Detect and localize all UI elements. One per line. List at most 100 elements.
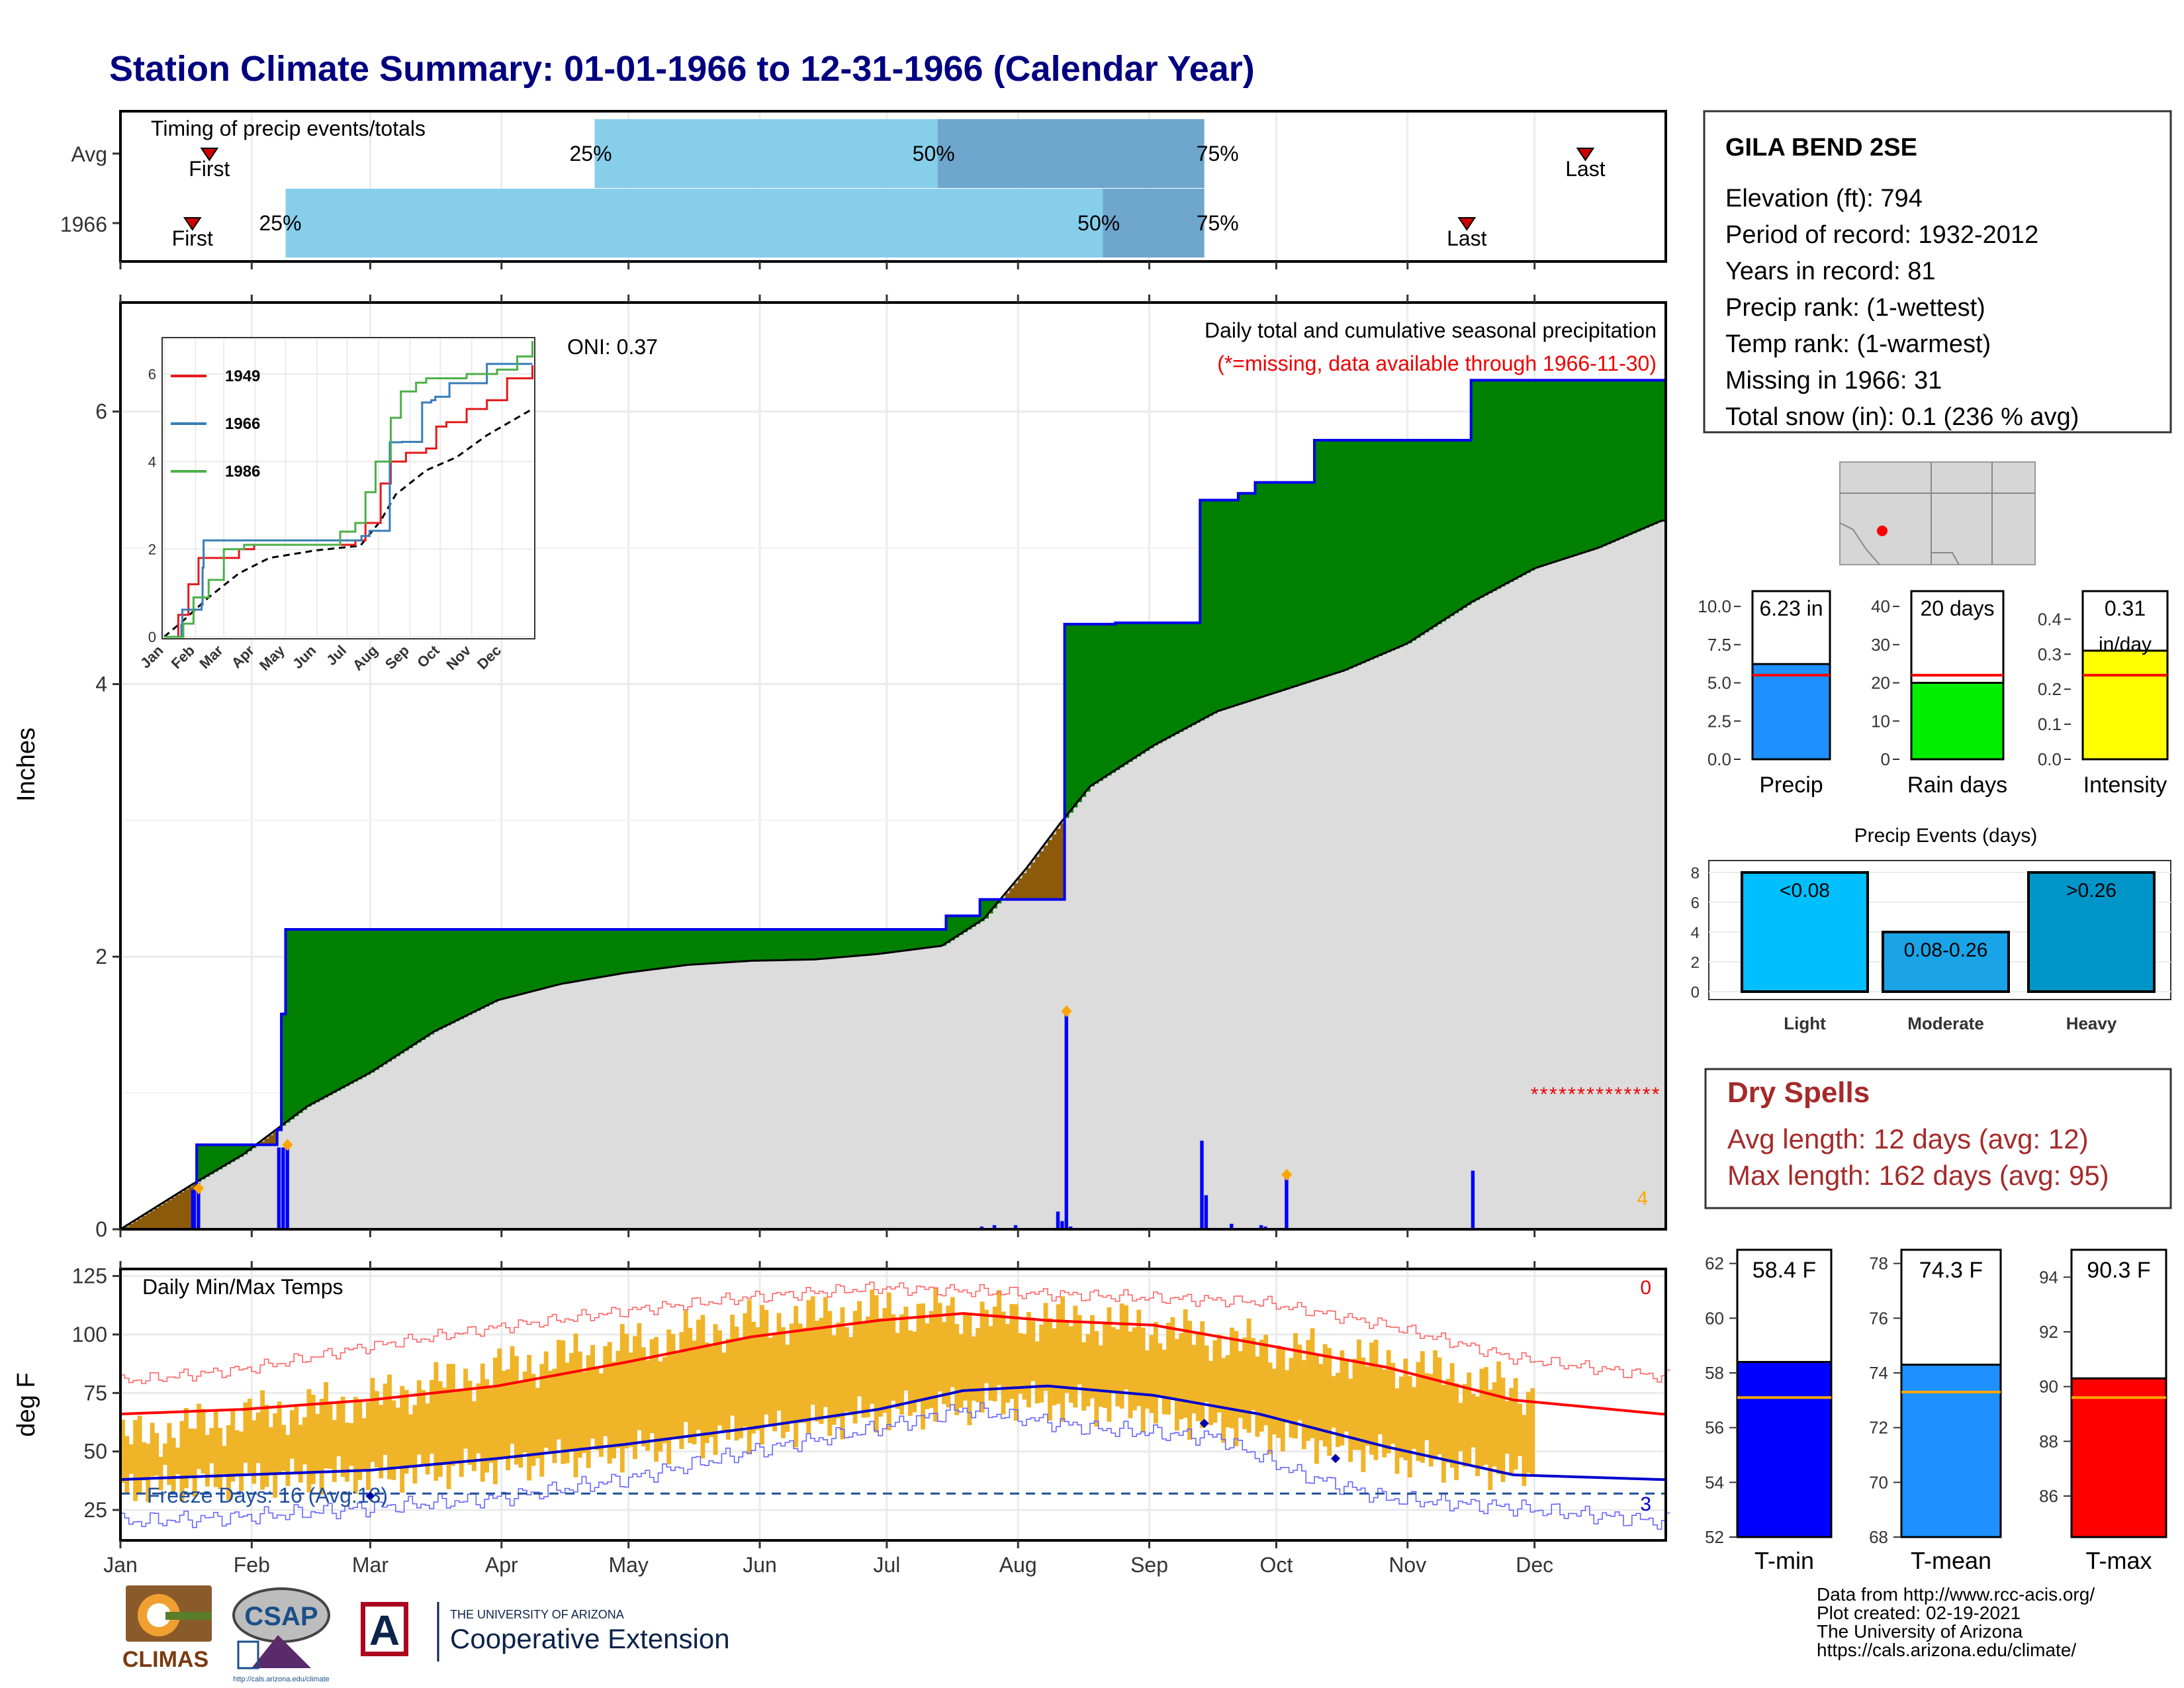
events-bar-label: <0.08 (1780, 880, 1830, 902)
daily-temp-bar (345, 1423, 349, 1482)
above-normal-area (1073, 624, 1078, 808)
daily-temp-bar (942, 1322, 946, 1405)
above-normal-area (840, 929, 845, 958)
above-normal-area (1390, 440, 1396, 651)
above-normal-area (328, 929, 333, 1096)
above-normal-area (679, 929, 684, 966)
above-normal-area (1331, 440, 1336, 675)
above-normal-area (1107, 624, 1112, 776)
credit-line-3: The University of Arizona (1817, 1621, 2023, 1642)
temp-ytick-label: 125 (72, 1264, 107, 1288)
dry-spells-box: Dry Spells Avg length: 12 days (avg: 12)… (1704, 1068, 2172, 1209)
above-normal-area (751, 929, 756, 961)
below-normal-area (273, 1132, 278, 1145)
events-category-label: Moderate (1907, 1013, 1984, 1033)
daily-temp-bar (506, 1369, 511, 1471)
daily-precip-bar (979, 1226, 984, 1229)
daily-temp-bar (230, 1411, 236, 1482)
above-normal-area (1412, 440, 1417, 641)
summary-ytick-label: 0 (1881, 749, 1890, 769)
above-normal-area (387, 929, 392, 1062)
daily-temp-bar (1225, 1355, 1230, 1428)
above-normal-area (222, 1145, 227, 1167)
above-normal-area (1428, 440, 1433, 630)
above-normal-area (1170, 622, 1175, 737)
daily-temp-bar (476, 1383, 481, 1454)
daily-temp-bar (1191, 1344, 1197, 1414)
below-normal-area (154, 1208, 159, 1229)
daily-temp-bar (696, 1319, 701, 1430)
above-normal-area (298, 929, 303, 1113)
above-normal-area (992, 899, 997, 909)
daily-temp-bar (552, 1368, 557, 1464)
above-normal-area (1403, 440, 1408, 645)
above-normal-area (882, 929, 887, 954)
daily-temp-bar (827, 1311, 833, 1436)
above-normal-area (921, 929, 926, 949)
above-normal-area (1522, 380, 1527, 575)
daily-temp-bar (1251, 1338, 1255, 1411)
daily-temp-bar (1242, 1337, 1248, 1429)
above-normal-area (539, 929, 545, 990)
daily-temp-bar (1276, 1345, 1281, 1438)
above-normal-area (823, 929, 828, 959)
inset-legend: 1949 1966 1986 (171, 367, 260, 481)
temp-ytick-label: 100 (72, 1323, 107, 1346)
credit-line-4: https://cals.arizona.edu/climate/ (1817, 1640, 2076, 1660)
daily-temp-bar (937, 1303, 942, 1392)
above-normal-area (430, 929, 434, 1035)
q75-label: 75% (1197, 211, 1239, 235)
above-normal-area (1132, 622, 1137, 759)
below-normal-area (1056, 828, 1061, 900)
inset-xtick-label: Jan (137, 642, 166, 671)
daily-temp-bar (878, 1318, 884, 1417)
daily-temp-bar (1034, 1341, 1040, 1404)
daily-temp-bar (628, 1352, 633, 1447)
last-event-marker (1576, 148, 1595, 162)
daily-temp-bar (167, 1423, 172, 1485)
daily-temp-bar (183, 1408, 189, 1489)
above-normal-area (852, 929, 858, 957)
daily-temp-bar (1340, 1350, 1345, 1446)
above-normal-area (1534, 380, 1539, 569)
above-normal-area (637, 929, 642, 972)
above-normal-area (1496, 380, 1502, 589)
daily-temp-bar (764, 1309, 769, 1415)
station-missing: Missing in 1966: 31 (1725, 367, 1942, 395)
above-normal-area (442, 929, 447, 1028)
daily-temp-bar (565, 1362, 570, 1464)
month-label: Feb (234, 1553, 270, 1577)
above-normal-area (209, 1145, 214, 1174)
month-label: Oct (1260, 1553, 1293, 1577)
above-normal-area (1272, 482, 1277, 694)
above-normal-area (658, 929, 663, 969)
daily-precip-bar (192, 1191, 197, 1229)
summary-ytick-label: 0.4 (2038, 609, 2062, 629)
daily-temp-bar (1158, 1343, 1163, 1395)
above-normal-area (556, 929, 561, 986)
missing-marker: * (1549, 1084, 1557, 1105)
above-normal-area (361, 929, 367, 1078)
above-normal-area (492, 929, 498, 1003)
daily-temp-bar (954, 1324, 960, 1415)
daily-temp-bar (1238, 1351, 1243, 1418)
below-normal-area (1039, 851, 1044, 900)
daily-temp-bar (823, 1297, 828, 1407)
above-normal-area (831, 929, 837, 959)
summary-ytick-label: 10.0 (1698, 596, 1731, 616)
above-normal-area (1289, 482, 1294, 688)
daily-temp-bar (226, 1425, 231, 1501)
above-normal-area (379, 929, 384, 1067)
above-normal-area (1077, 624, 1082, 802)
daily-temp-bar (268, 1427, 273, 1474)
temp-category-label: T-mean (1911, 1547, 1991, 1574)
daily-temp-bar (971, 1336, 976, 1401)
missing-marker: * (1624, 1084, 1632, 1105)
above-normal-area (950, 915, 955, 941)
above-normal-area (1128, 622, 1133, 762)
above-normal-area (1336, 440, 1341, 673)
above-normal-area (891, 929, 896, 953)
above-normal-area (400, 929, 405, 1054)
above-normal-area (1377, 440, 1383, 656)
above-normal-area (971, 915, 976, 927)
